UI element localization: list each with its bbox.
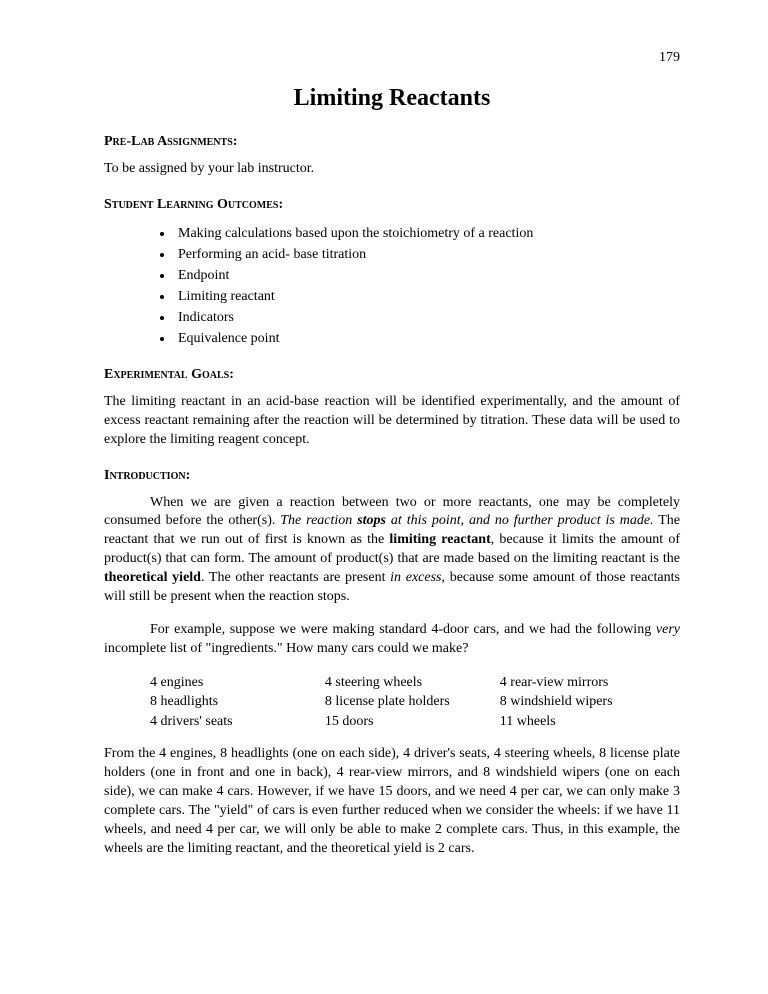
- goals-text: The limiting reactant in an acid-base re…: [104, 393, 680, 450]
- intro-paragraph-2: For example, suppose we were making stan…: [104, 621, 680, 659]
- ingredient: 11 wheels: [500, 712, 675, 732]
- ingredient: 4 engines: [150, 673, 325, 693]
- ingredients-col-3: 4 rear-view mirrors 8 windshield wipers …: [500, 673, 675, 732]
- intro-paragraph-1: When we are given a reaction between two…: [104, 494, 680, 607]
- text: For example, suppose we were making stan…: [150, 622, 656, 637]
- text-italic: at this point, and no further product is…: [386, 513, 654, 528]
- text-italic: very: [656, 622, 680, 637]
- text: . The other reactants are present: [201, 570, 390, 585]
- prelab-heading: Pre-Lab Assignments:: [104, 134, 680, 150]
- page-title: Limiting Reactants: [104, 85, 680, 112]
- goals-heading: Experimental Goals:: [104, 367, 680, 383]
- text-italic: in excess: [390, 570, 441, 585]
- document-page: 179 Limiting Reactants Pre-Lab Assignmen…: [0, 0, 768, 994]
- text: incomplete list of "ingredients." How ma…: [104, 641, 468, 656]
- text-bold: theoretical yield: [104, 570, 201, 585]
- outcomes-heading: Student Learning Outcomes:: [104, 197, 680, 213]
- prelab-text: To be assigned by your lab instructor.: [104, 160, 680, 179]
- ingredients-col-2: 4 steering wheels 8 license plate holder…: [325, 673, 500, 732]
- ingredient: 15 doors: [325, 712, 500, 732]
- text-italic-bold: stops: [357, 513, 386, 528]
- ingredient: 8 headlights: [150, 692, 325, 712]
- ingredient: 8 windshield wipers: [500, 692, 675, 712]
- intro-paragraph-3: From the 4 engines, 8 headlights (one on…: [104, 745, 680, 858]
- list-item: Indicators: [174, 307, 680, 328]
- text-italic: The reaction: [280, 513, 357, 528]
- page-number: 179: [659, 50, 680, 66]
- outcomes-list: Making calculations based upon the stoic…: [104, 223, 680, 349]
- list-item: Limiting reactant: [174, 286, 680, 307]
- ingredient: 4 rear-view mirrors: [500, 673, 675, 693]
- list-item: Equivalence point: [174, 328, 680, 349]
- ingredients-table: 4 engines 8 headlights 4 drivers' seats …: [150, 673, 680, 732]
- ingredient: 4 steering wheels: [325, 673, 500, 693]
- list-item: Making calculations based upon the stoic…: [174, 223, 680, 244]
- ingredient: 8 license plate holders: [325, 692, 500, 712]
- list-item: Endpoint: [174, 265, 680, 286]
- ingredients-col-1: 4 engines 8 headlights 4 drivers' seats: [150, 673, 325, 732]
- text-bold: limiting reactant: [389, 532, 490, 547]
- ingredient: 4 drivers' seats: [150, 712, 325, 732]
- intro-heading: Introduction:: [104, 468, 680, 484]
- list-item: Performing an acid- base titration: [174, 244, 680, 265]
